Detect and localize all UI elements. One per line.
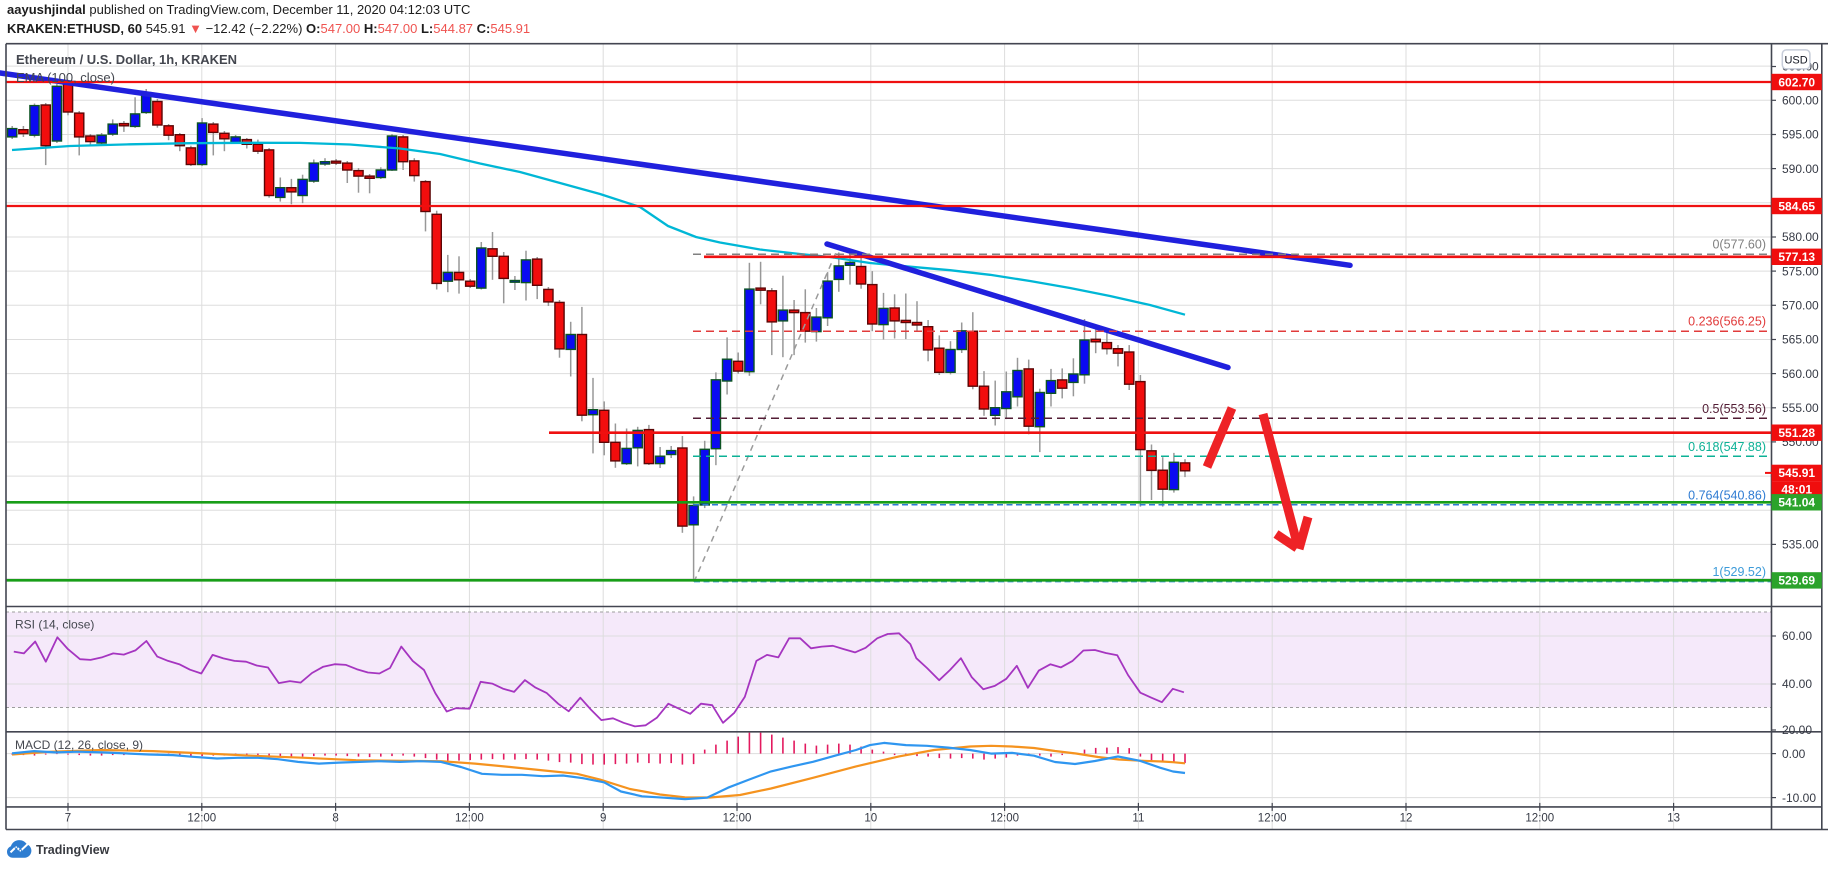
svg-text:12:00: 12:00 bbox=[187, 813, 216, 825]
svg-text:48:01: 48:01 bbox=[1781, 483, 1812, 497]
svg-text:535.00: 535.00 bbox=[1782, 538, 1819, 552]
svg-text:555.00: 555.00 bbox=[1782, 401, 1819, 415]
svg-text:541.04: 541.04 bbox=[1778, 496, 1815, 510]
svg-text:560.00: 560.00 bbox=[1782, 367, 1819, 381]
svg-text:9: 9 bbox=[600, 813, 606, 825]
svg-text:12:00: 12:00 bbox=[1258, 813, 1287, 825]
svg-text:12:00: 12:00 bbox=[723, 813, 752, 825]
svg-text:529.69: 529.69 bbox=[1778, 574, 1815, 588]
svg-text:TradingView: TradingView bbox=[36, 843, 110, 857]
svg-text:20.00: 20.00 bbox=[1782, 723, 1812, 737]
svg-text:590.00: 590.00 bbox=[1782, 162, 1819, 176]
svg-text:60.00: 60.00 bbox=[1782, 629, 1812, 643]
svg-text:570.00: 570.00 bbox=[1782, 299, 1819, 313]
svg-text:RSI (14, close): RSI (14, close) bbox=[15, 618, 94, 632]
svg-text:0.236(566.25): 0.236(566.25) bbox=[1688, 315, 1766, 329]
svg-text:0.5(553.56): 0.5(553.56) bbox=[1702, 402, 1766, 416]
svg-text:12:00: 12:00 bbox=[455, 813, 484, 825]
svg-text:12: 12 bbox=[1400, 813, 1413, 825]
svg-text:551.28: 551.28 bbox=[1778, 426, 1815, 440]
svg-text:584.65: 584.65 bbox=[1778, 199, 1815, 213]
svg-text:0.764(540.86): 0.764(540.86) bbox=[1688, 488, 1766, 502]
svg-text:13: 13 bbox=[1667, 813, 1680, 825]
svg-text:10: 10 bbox=[864, 813, 877, 825]
svg-text:595.00: 595.00 bbox=[1782, 128, 1819, 142]
svg-text:0.00: 0.00 bbox=[1782, 747, 1806, 761]
svg-text:565.00: 565.00 bbox=[1782, 333, 1819, 347]
svg-text:12:00: 12:00 bbox=[990, 813, 1019, 825]
svg-text:40.00: 40.00 bbox=[1782, 677, 1812, 691]
svg-text:600.00: 600.00 bbox=[1782, 94, 1819, 108]
svg-text:577.13: 577.13 bbox=[1778, 250, 1815, 264]
svg-text:580.00: 580.00 bbox=[1782, 230, 1819, 244]
svg-text:7: 7 bbox=[65, 813, 71, 825]
svg-text:12:00: 12:00 bbox=[1525, 813, 1554, 825]
svg-text:EMA (100, close): EMA (100, close) bbox=[16, 70, 115, 85]
svg-text:11: 11 bbox=[1132, 813, 1144, 825]
svg-text:575.00: 575.00 bbox=[1782, 264, 1819, 278]
svg-text:8: 8 bbox=[332, 813, 338, 825]
svg-text:0(577.60): 0(577.60) bbox=[1712, 238, 1766, 252]
svg-text:Ethereum / U.S. Dollar, 1h, KR: Ethereum / U.S. Dollar, 1h, KRAKEN bbox=[16, 52, 237, 67]
svg-text:-10.00: -10.00 bbox=[1782, 791, 1816, 805]
svg-text:0.618(547.88): 0.618(547.88) bbox=[1688, 440, 1766, 454]
svg-text:602.70: 602.70 bbox=[1778, 75, 1815, 89]
svg-text:MACD (12, 26, close, 9): MACD (12, 26, close, 9) bbox=[15, 738, 143, 752]
svg-text:1(529.52): 1(529.52) bbox=[1712, 565, 1766, 579]
svg-text:545.91: 545.91 bbox=[1778, 466, 1815, 480]
svg-text:USD: USD bbox=[1784, 55, 1807, 67]
